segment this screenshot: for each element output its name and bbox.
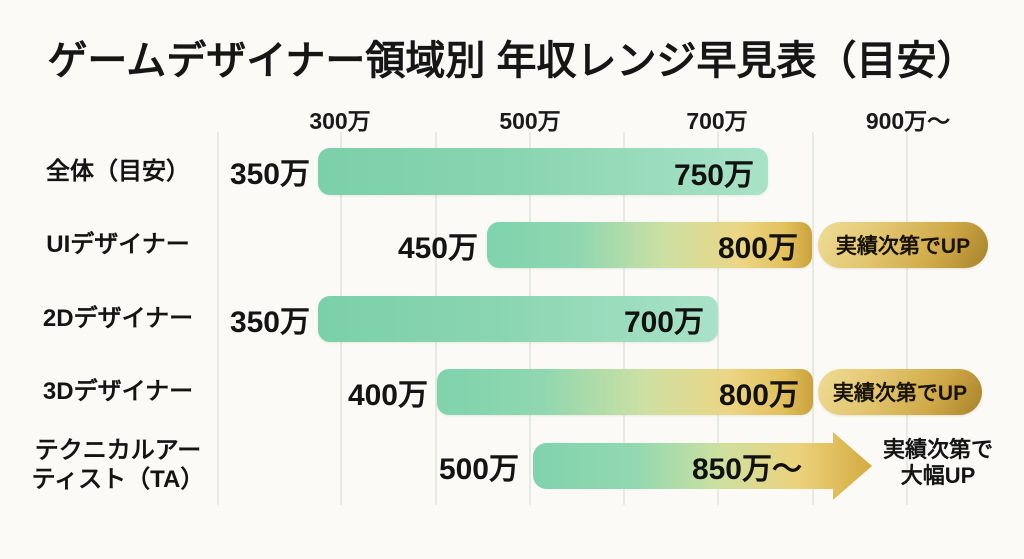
range-bar-ui-designer: 800万	[487, 222, 812, 268]
note-badge-ui-designer: 実績次第でUP	[818, 222, 988, 268]
range-bar-overall: 750万	[318, 148, 768, 195]
range-bar-3d-designer: 800万	[437, 369, 813, 415]
row-max-3d-designer: 800万	[718, 379, 799, 412]
gridline	[717, 132, 719, 505]
note-badge-3d-designer: 実績次第でUP	[818, 369, 982, 415]
gridline	[812, 132, 814, 505]
row-max-overall: 750万	[673, 158, 754, 192]
row-min-technical-artist: 500万	[438, 453, 519, 486]
range-bar-2d-designer: 700万	[318, 296, 718, 342]
gridline	[906, 132, 908, 505]
row-min-overall: 350万	[229, 158, 310, 191]
note-text-technical-artist: 実績次第で 大幅UP	[882, 437, 993, 488]
axis-tick-300: 300万	[309, 108, 371, 134]
chart-title: ゲームデザイナー領域別 年収レンジ早見表（目安）	[47, 39, 977, 83]
row-min-3d-designer: 400万	[347, 379, 428, 412]
gridline	[217, 132, 219, 505]
row-label-technical-artist: テクニカルアー ティスト（TA）	[31, 437, 205, 493]
row-label-2d-designer: 2Dデザイナー	[42, 304, 194, 332]
axis-tick-500: 500万	[499, 108, 561, 134]
row-max-ui-designer: 800万	[717, 232, 798, 265]
arrow-shape-icon	[533, 432, 872, 500]
row-label-3d-designer: 3Dデザイナー	[42, 377, 194, 405]
row-min-2d-designer: 350万	[229, 306, 310, 339]
row-label-overall: 全体（目安）	[46, 157, 190, 185]
axis-tick-900: 900万〜	[865, 108, 951, 134]
row-min-ui-designer: 450万	[397, 232, 478, 265]
range-arrow-technical-artist: 850万〜	[528, 430, 873, 502]
row-max-technical-artist: 850万〜	[691, 453, 802, 486]
row-max-2d-designer: 700万	[623, 306, 704, 339]
axis-tick-700: 700万	[686, 108, 748, 134]
row-label-ui-designer: UIデザイナー	[46, 230, 190, 258]
